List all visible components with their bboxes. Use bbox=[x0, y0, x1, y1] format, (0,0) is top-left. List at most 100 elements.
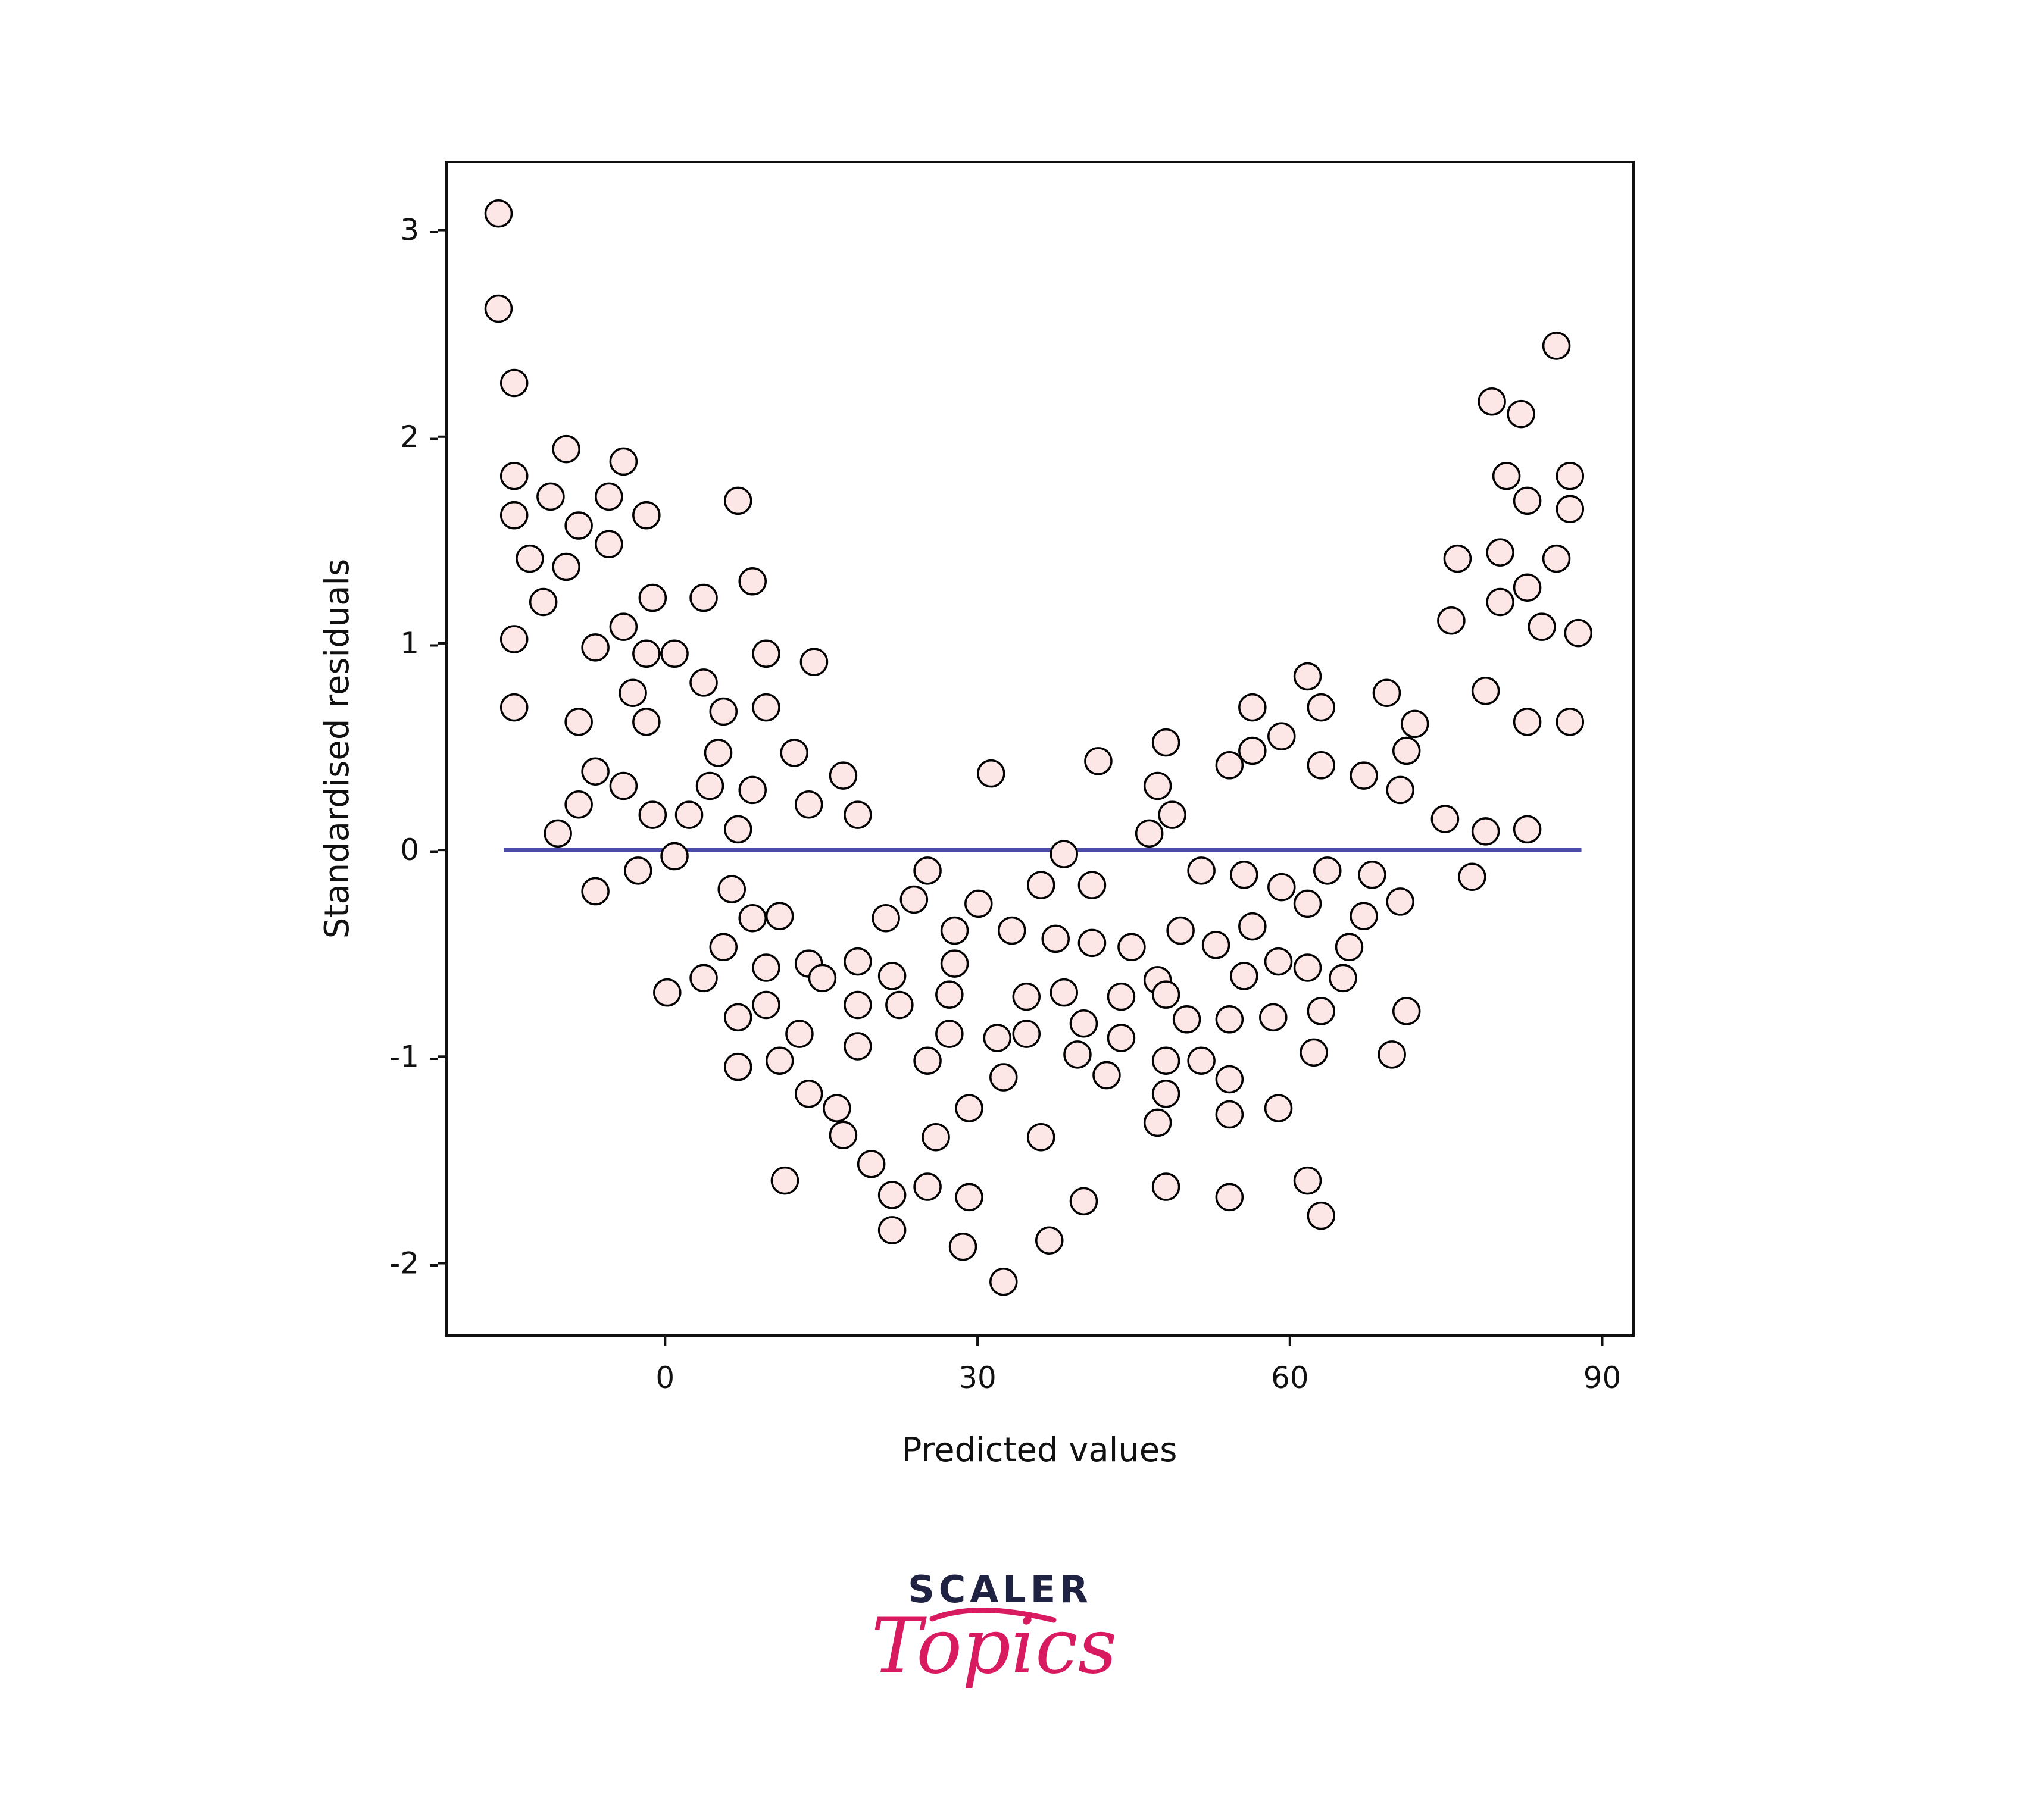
scatter-point bbox=[1307, 1201, 1336, 1230]
scatter-point bbox=[1117, 933, 1146, 962]
scatter-point bbox=[752, 639, 780, 668]
scatter-point bbox=[660, 639, 689, 668]
scatter-point bbox=[1542, 544, 1571, 573]
scatter-point bbox=[780, 739, 808, 767]
scatter-point bbox=[808, 964, 837, 993]
scatter-point bbox=[1392, 736, 1421, 765]
scatter-point bbox=[1069, 1009, 1098, 1038]
scatter-point bbox=[913, 856, 942, 885]
y-tick-label: -1 - bbox=[389, 1039, 439, 1074]
y-axis-title: Standardised residuals bbox=[318, 559, 357, 939]
scatter-point bbox=[1151, 980, 1180, 1009]
scatter-point bbox=[1201, 931, 1230, 959]
scatter-point bbox=[983, 1024, 1012, 1052]
scatter-point bbox=[1092, 1061, 1121, 1090]
scatter-point bbox=[552, 434, 580, 464]
scatter-point bbox=[484, 294, 513, 323]
scatter-point bbox=[1041, 924, 1070, 953]
scatter-point bbox=[770, 1166, 799, 1195]
scatter-point bbox=[564, 790, 593, 819]
scaler-topics-logo: SCALER Topics bbox=[872, 1568, 1117, 1691]
scatter-point bbox=[1135, 819, 1164, 848]
scatter-point bbox=[1293, 1166, 1322, 1195]
scatter-point bbox=[1528, 612, 1556, 641]
scatter-point bbox=[1378, 1040, 1406, 1069]
scatter-point bbox=[1238, 693, 1267, 722]
scatter-point bbox=[709, 697, 738, 726]
scatter-point bbox=[564, 708, 593, 736]
scatter-point bbox=[738, 903, 767, 933]
scatter-point bbox=[1556, 461, 1585, 490]
scatter-point bbox=[823, 1094, 851, 1122]
scatter-point bbox=[653, 978, 682, 1007]
scatter-point bbox=[1238, 912, 1267, 941]
y-tick-label: 1 - bbox=[400, 626, 439, 661]
scatter-point bbox=[1012, 982, 1041, 1011]
scatter-point bbox=[1400, 709, 1429, 739]
x-axis-ticks: 0 30 60 90 bbox=[655, 1336, 1621, 1395]
scatter-point bbox=[1392, 997, 1421, 1025]
scatter-point bbox=[1293, 889, 1322, 918]
logo-topics-text: Topics bbox=[872, 1602, 1117, 1691]
scatter-point bbox=[844, 947, 872, 976]
scatter-point bbox=[1513, 815, 1542, 844]
x-tick-label: 60 bbox=[1271, 1361, 1309, 1395]
scatter-point bbox=[552, 552, 580, 581]
y-tick-label: 2 - bbox=[400, 420, 439, 454]
scatter-point bbox=[1513, 486, 1542, 515]
scatter-point bbox=[1350, 761, 1378, 790]
scatter-point bbox=[844, 800, 872, 829]
scatter-point bbox=[1335, 933, 1364, 962]
scatter-point bbox=[1230, 861, 1258, 889]
scatter-point bbox=[964, 889, 993, 918]
scatter-point bbox=[632, 639, 661, 668]
scatter-point bbox=[765, 1046, 794, 1075]
scatter-point bbox=[794, 1080, 823, 1108]
scatter-point bbox=[1267, 722, 1296, 750]
scatter-point bbox=[1026, 871, 1055, 899]
scatter-point bbox=[1264, 947, 1293, 976]
scatter-point bbox=[913, 1172, 942, 1201]
scatter-point bbox=[1293, 953, 1322, 982]
scatter-point bbox=[544, 819, 572, 848]
scatter-point bbox=[1307, 997, 1336, 1025]
scatter-point bbox=[1313, 856, 1342, 885]
scatter-point bbox=[1386, 775, 1414, 805]
scatter-point bbox=[638, 583, 667, 612]
scatter-point bbox=[724, 815, 752, 844]
scatter-point bbox=[844, 1032, 872, 1061]
scatter-point bbox=[1293, 662, 1322, 691]
scatter-point bbox=[529, 587, 558, 617]
scatter-point bbox=[1187, 856, 1216, 885]
scatter-point bbox=[619, 678, 647, 708]
scatter-point bbox=[1437, 606, 1466, 635]
scatter-point bbox=[1443, 544, 1472, 573]
scatter-point bbox=[1151, 1046, 1180, 1075]
scatter-point bbox=[1556, 495, 1585, 524]
scatter-point bbox=[1471, 817, 1500, 846]
scatter-point bbox=[877, 1216, 907, 1244]
x-tick-label: 0 bbox=[655, 1361, 674, 1395]
scatter-point bbox=[689, 583, 718, 612]
scatter-point bbox=[1513, 708, 1542, 736]
scatter-point bbox=[581, 757, 610, 786]
scatter-point bbox=[1564, 618, 1593, 648]
scatter-point bbox=[1215, 751, 1244, 780]
scatter-point bbox=[1513, 573, 1542, 602]
scatter-point bbox=[1069, 1187, 1098, 1216]
scatter-point bbox=[752, 953, 780, 982]
scatter-point bbox=[1486, 587, 1514, 617]
scatter-point bbox=[632, 708, 661, 736]
scatter-point bbox=[1215, 1005, 1244, 1034]
scatter-point bbox=[922, 1122, 950, 1152]
logo-topics-underline bbox=[929, 1608, 1057, 1623]
y-tick-label: -2 - bbox=[389, 1246, 439, 1280]
scatter-point bbox=[689, 668, 718, 697]
y-axis-ticks: -2 - -1 - 0 - 1 - 2 - 3 - bbox=[389, 213, 446, 1280]
scatter-point bbox=[1259, 1003, 1288, 1032]
y-tick-label: 0 - bbox=[400, 833, 439, 867]
scatter-point bbox=[877, 1181, 907, 1209]
scatter-point bbox=[484, 199, 513, 228]
scatter-point bbox=[955, 1094, 983, 1122]
scatter-point bbox=[1486, 538, 1514, 567]
